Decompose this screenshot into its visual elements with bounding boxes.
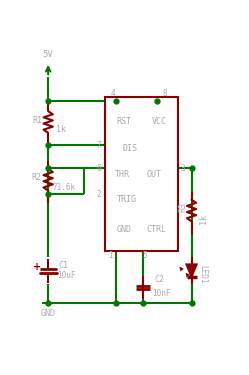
Text: DIS: DIS — [122, 144, 137, 153]
Text: R1: R1 — [32, 116, 42, 125]
Text: 1k: 1k — [56, 125, 65, 134]
Text: 10uF: 10uF — [57, 272, 75, 280]
Text: 2: 2 — [96, 190, 101, 199]
Bar — [105, 98, 178, 251]
Text: RST: RST — [117, 117, 132, 126]
Text: 6: 6 — [96, 164, 101, 173]
Text: 5V: 5V — [43, 50, 54, 59]
Text: +: + — [33, 262, 41, 272]
Text: GND: GND — [117, 225, 132, 234]
Text: R3: R3 — [179, 202, 187, 212]
Text: 1k: 1k — [199, 214, 208, 224]
Text: C2: C2 — [155, 275, 165, 284]
Text: LED1: LED1 — [198, 265, 207, 284]
Text: 3: 3 — [181, 164, 185, 173]
Text: R2: R2 — [32, 173, 42, 182]
Text: C1: C1 — [59, 261, 69, 270]
Polygon shape — [187, 264, 197, 277]
Text: 1: 1 — [108, 251, 113, 260]
Text: THR: THR — [115, 170, 130, 179]
Text: VCC: VCC — [151, 117, 167, 126]
Text: 4: 4 — [111, 89, 116, 98]
Text: 71.6k: 71.6k — [53, 183, 76, 192]
Text: CTRL: CTRL — [147, 225, 167, 234]
Text: OUT: OUT — [146, 170, 161, 179]
Text: TRIG: TRIG — [117, 195, 137, 204]
Text: 5: 5 — [143, 251, 147, 260]
Text: 7: 7 — [96, 141, 101, 150]
Text: GND: GND — [41, 309, 56, 318]
Text: 10nF: 10nF — [152, 289, 171, 298]
Text: 8: 8 — [162, 89, 167, 98]
